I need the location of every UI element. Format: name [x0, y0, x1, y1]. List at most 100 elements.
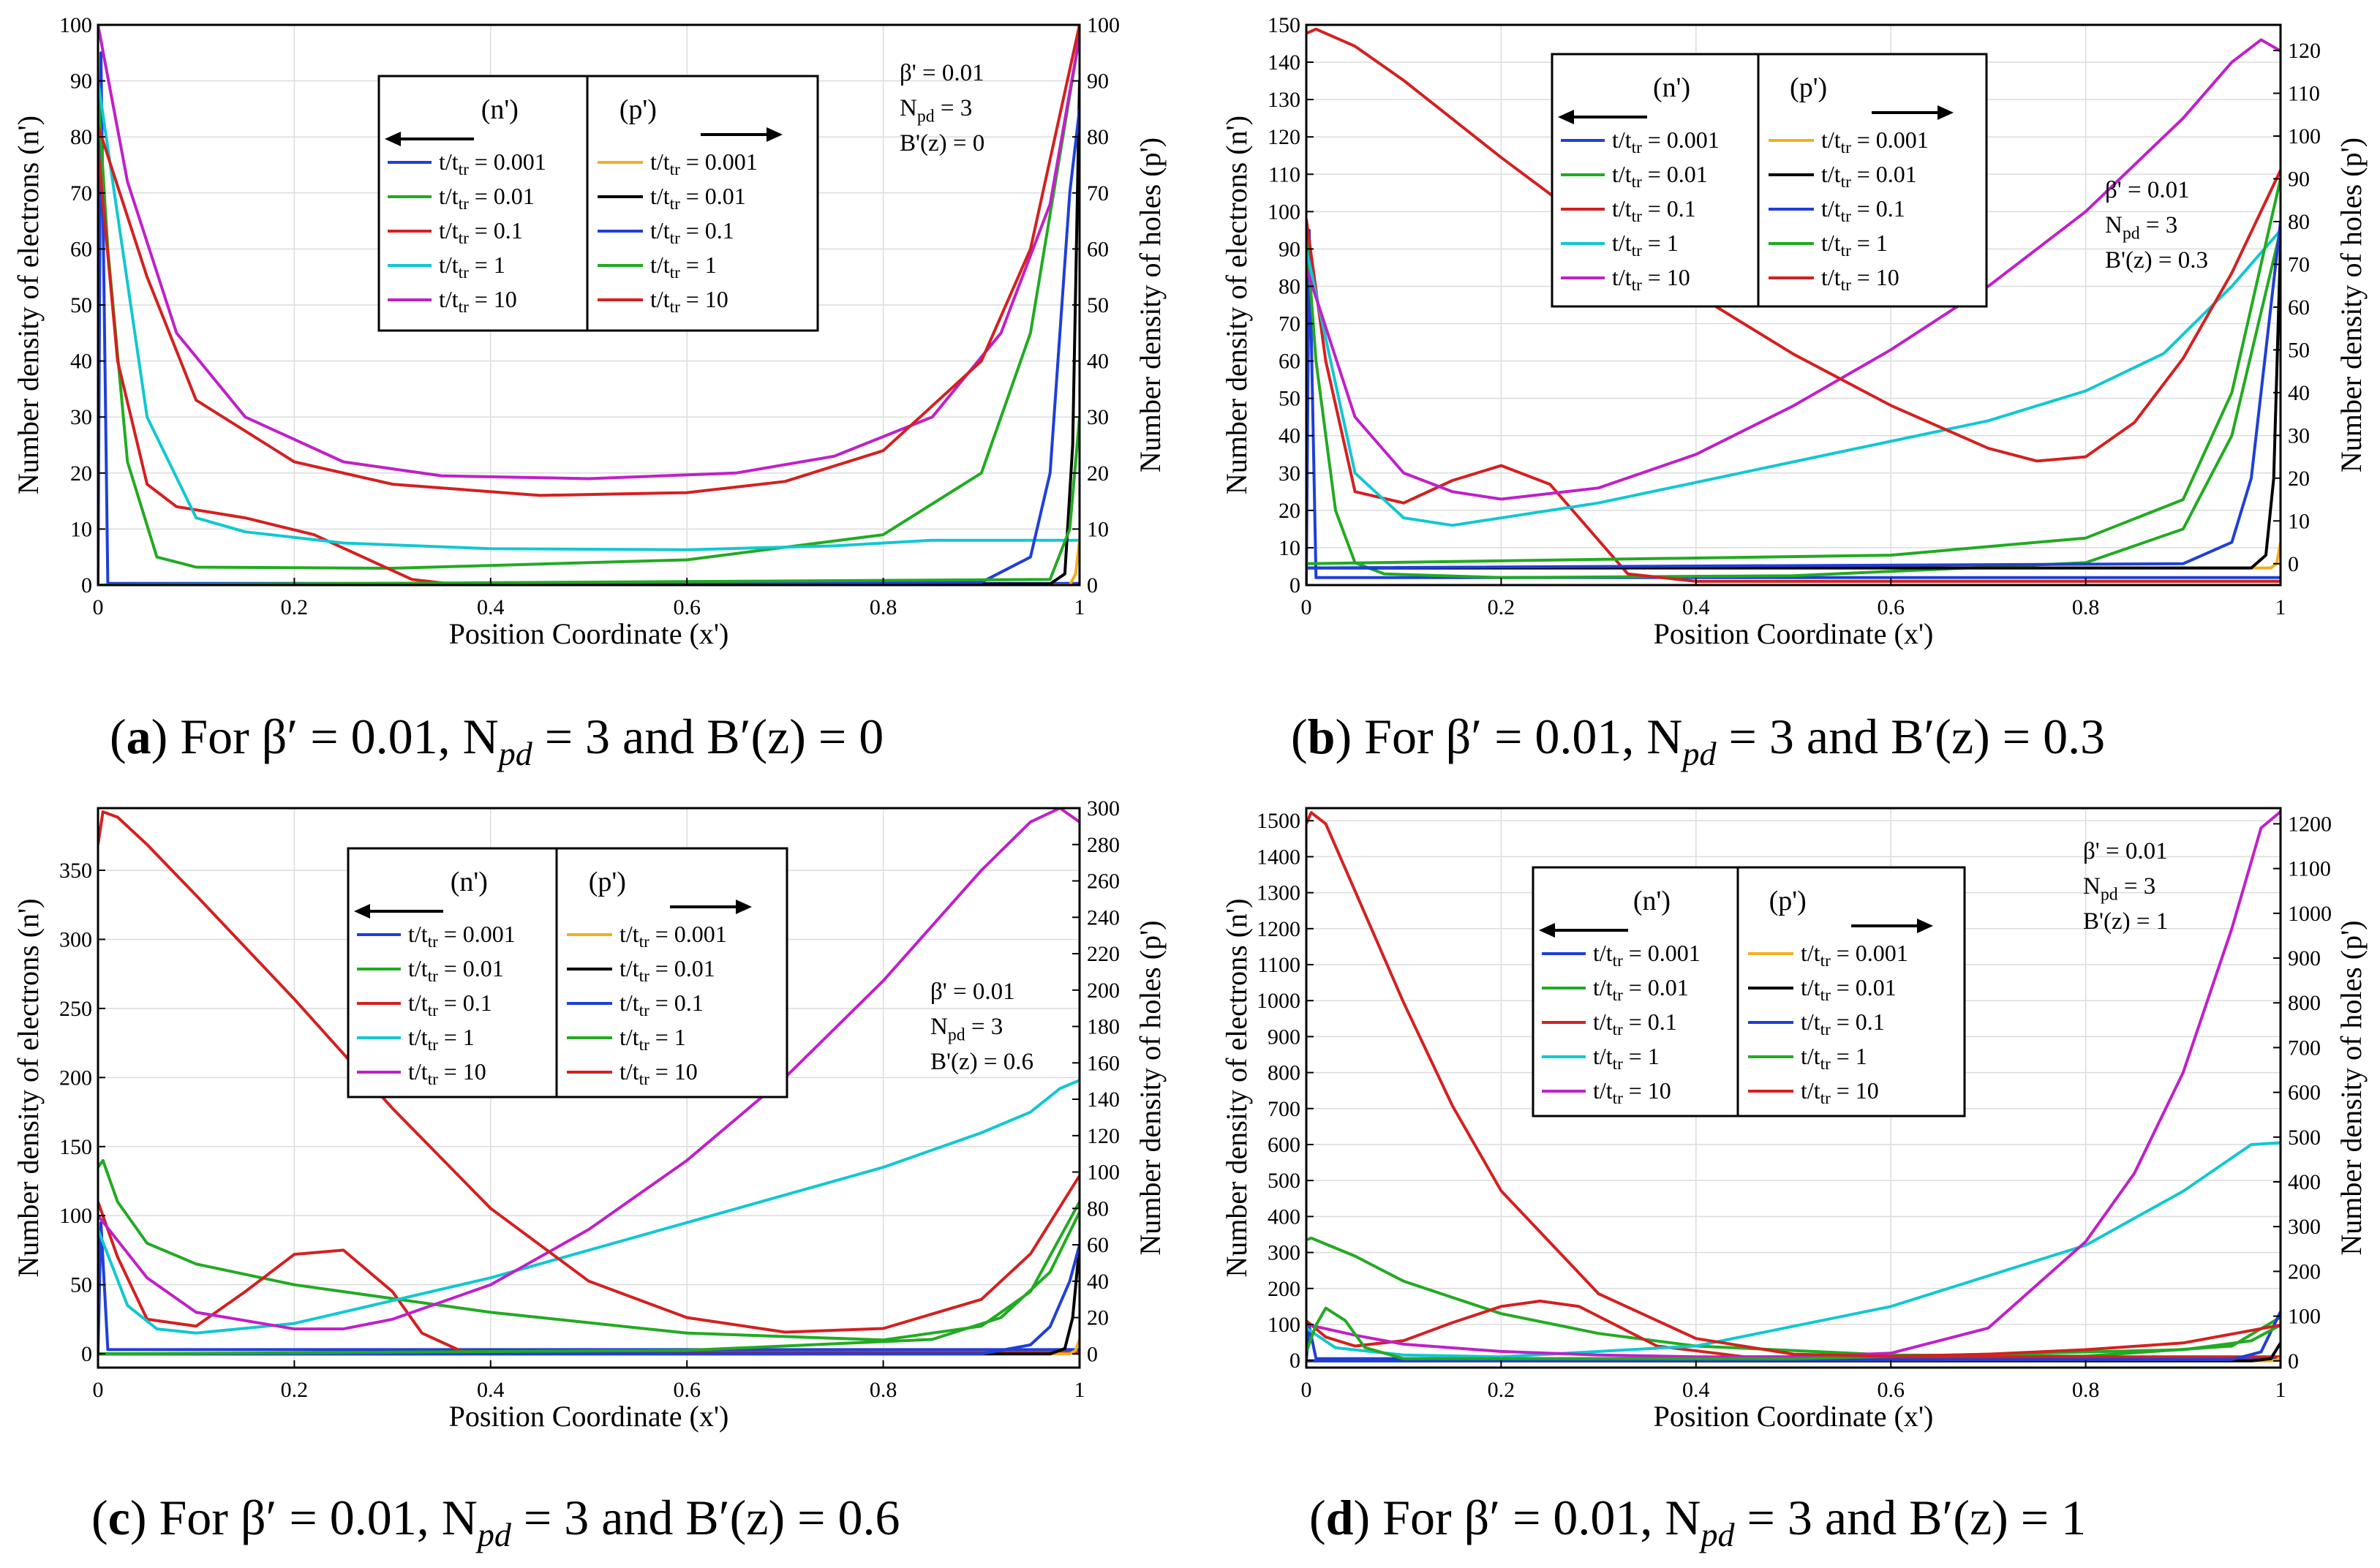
legend-n-label: t/ttr = 1 [1612, 230, 1679, 260]
series-n-line-1 [1306, 230, 2281, 579]
legend-n-label: t/ttr = 1 [439, 252, 505, 282]
legend-n-label: t/ttr = 0.001 [1612, 127, 1720, 157]
legend: (n') (p') t/ttr = 0.001 t/ttr = 0.01 t/ttr =… [1532, 866, 1966, 1117]
y-tick-label: 120 [1268, 125, 1300, 149]
y-tick-label: 0 [1289, 573, 1300, 598]
y-tick-label: 40 [1279, 424, 1300, 448]
x-tick-label: 1 [2275, 595, 2286, 619]
y2-tick-label: 160 [1087, 1051, 1120, 1075]
x-tick-label: 0 [1301, 595, 1312, 619]
y2-tick-label: 30 [2288, 423, 2310, 448]
y2-tick-label: 80 [1087, 125, 1109, 149]
x-tick-label: 0.2 [281, 1378, 309, 1402]
y2-tick-label: 20 [1087, 1306, 1109, 1330]
y-tick-label: 30 [70, 405, 92, 429]
legend-p-label: t/ttr = 0.1 [1801, 1009, 1885, 1039]
y-tick-label: 40 [70, 350, 92, 374]
legend-n-header: (n') [481, 94, 519, 125]
y-tick-label: 90 [70, 69, 92, 94]
y2-tick-label: 900 [2288, 946, 2321, 970]
y2-axis-label: Number density of holes (p') [1134, 920, 1167, 1255]
y-tick-label: 350 [59, 859, 92, 883]
y-tick-label: 150 [1268, 13, 1300, 37]
legend-p-label: t/ttr = 0.01 [1821, 161, 1917, 191]
y-tick-label: 100 [59, 13, 92, 37]
legend-p-label: t/ttr = 0.1 [620, 990, 704, 1019]
x-tick-label: 0.4 [1682, 1378, 1710, 1402]
series-n-line-4 [1306, 810, 2281, 1359]
series-n-line-4 [98, 808, 1080, 1331]
legend-n-label: t/ttr = 0.001 [439, 148, 546, 178]
legend-n-label: t/ttr = 0.1 [1612, 195, 1696, 225]
parameter-annotation: β' = 0.01 Npd = 3 B'(z) = 1 [2083, 838, 2168, 935]
y-tick-label: 20 [70, 461, 92, 486]
panel-caption: (a) For β′ = 0.01, Npd = 3 and B′(z) = 0 [110, 709, 884, 772]
x-tick-label: 0.6 [673, 1378, 701, 1402]
legend-p-label: t/ttr = 1 [650, 252, 717, 282]
x-tick-label: 0 [93, 1378, 104, 1402]
legend-p-label: t/ttr = 0.01 [620, 955, 715, 985]
y-tick-label: 70 [70, 181, 92, 206]
series-p-line-3 [1306, 178, 2281, 565]
series-n-line-2 [1306, 219, 2281, 583]
plot-frame [97, 807, 1081, 1369]
series-n-line-2 [98, 1201, 1080, 1354]
parameter-text: Npd = 3 [900, 95, 972, 126]
legend-n-label: t/ttr = 0.01 [1593, 974, 1689, 1004]
right-arrow-icon [1937, 105, 1954, 120]
series-p-line-2 [98, 1244, 1080, 1356]
left-arrow-icon [1539, 923, 1555, 938]
y2-tick-label: 120 [2288, 39, 2321, 63]
y-tick-label: 80 [1279, 274, 1300, 298]
legend-box [1551, 53, 1988, 308]
y-tick-label: 10 [70, 517, 92, 541]
legend-n-header: (n') [451, 867, 488, 897]
y-tick-label: 1500 [1257, 809, 1300, 833]
right-arrow-icon [767, 127, 783, 142]
x-tick-label: 0.8 [870, 595, 897, 619]
y2-tick-label: 500 [2288, 1126, 2321, 1150]
y2-tick-label: 0 [2288, 552, 2299, 576]
y-tick-label: 400 [1268, 1205, 1300, 1229]
legend-n-label: t/ttr = 1 [408, 1024, 475, 1054]
parameter-text: Npd = 3 [2105, 212, 2177, 243]
series-p-line-3 [1306, 1306, 2281, 1360]
legend-p-label: t/ttr = 0.001 [620, 921, 727, 951]
parameter-annotation: β' = 0.01 Npd = 3 B'(z) = 0 [900, 60, 984, 157]
x-tick-label: 0.8 [870, 1378, 897, 1402]
y-tick-label: 0 [81, 1342, 92, 1366]
y-axis-label: Number density of electrons (n') [1220, 898, 1253, 1277]
y-tick-label: 50 [1279, 387, 1300, 411]
y2-tick-label: 90 [1087, 69, 1109, 94]
chart-panel-a: 0 0.2 0.4 0.6 0.8 101020304050607080901000102… [12, 13, 1167, 772]
legend-n-label: t/ttr = 1 [1593, 1043, 1660, 1073]
chart-panel-c: 0 0.2 0.4 0.6 0.8 105010015020025030035002040… [12, 796, 1167, 1553]
series-lines [98, 808, 1080, 1356]
y2-tick-label: 20 [1087, 461, 1109, 486]
series-p-line-1 [1306, 243, 2281, 570]
x-tick-label: 0 [1301, 1378, 1312, 1402]
y2-tick-label: 280 [1087, 833, 1120, 857]
series-p-line-4 [98, 25, 1080, 497]
y2-tick-label: 30 [1087, 405, 1109, 429]
x-tick-label: 0.6 [1877, 595, 1905, 619]
y2-tick-label: 140 [1087, 1088, 1120, 1112]
y-tick-label: 60 [70, 237, 92, 261]
parameter-annotation: β' = 0.01 Npd = 3 B'(z) = 0.3 [2105, 177, 2208, 274]
x-tick-label: 0.8 [2072, 595, 2100, 619]
y2-tick-label: 300 [1087, 796, 1120, 821]
y-tick-label: 100 [59, 1204, 92, 1228]
y2-tick-label: 220 [1087, 942, 1120, 966]
y-tick-label: 1300 [1257, 881, 1300, 905]
series-p-line-4 [1306, 811, 2281, 1358]
series-p-line-2 [98, 108, 1080, 585]
y-tick-label: 150 [59, 1135, 92, 1159]
x-tick-label: 0.2 [1488, 595, 1515, 619]
y2-axis-label: Number density of holes (p') [2335, 920, 2368, 1255]
series-p-line-4 [1306, 27, 2281, 463]
series-n-line-3 [1306, 1141, 2281, 1359]
series-p-line-0 [98, 540, 1080, 585]
left-arrow-icon [385, 132, 401, 146]
legend-p-label: t/ttr = 1 [1821, 230, 1888, 260]
